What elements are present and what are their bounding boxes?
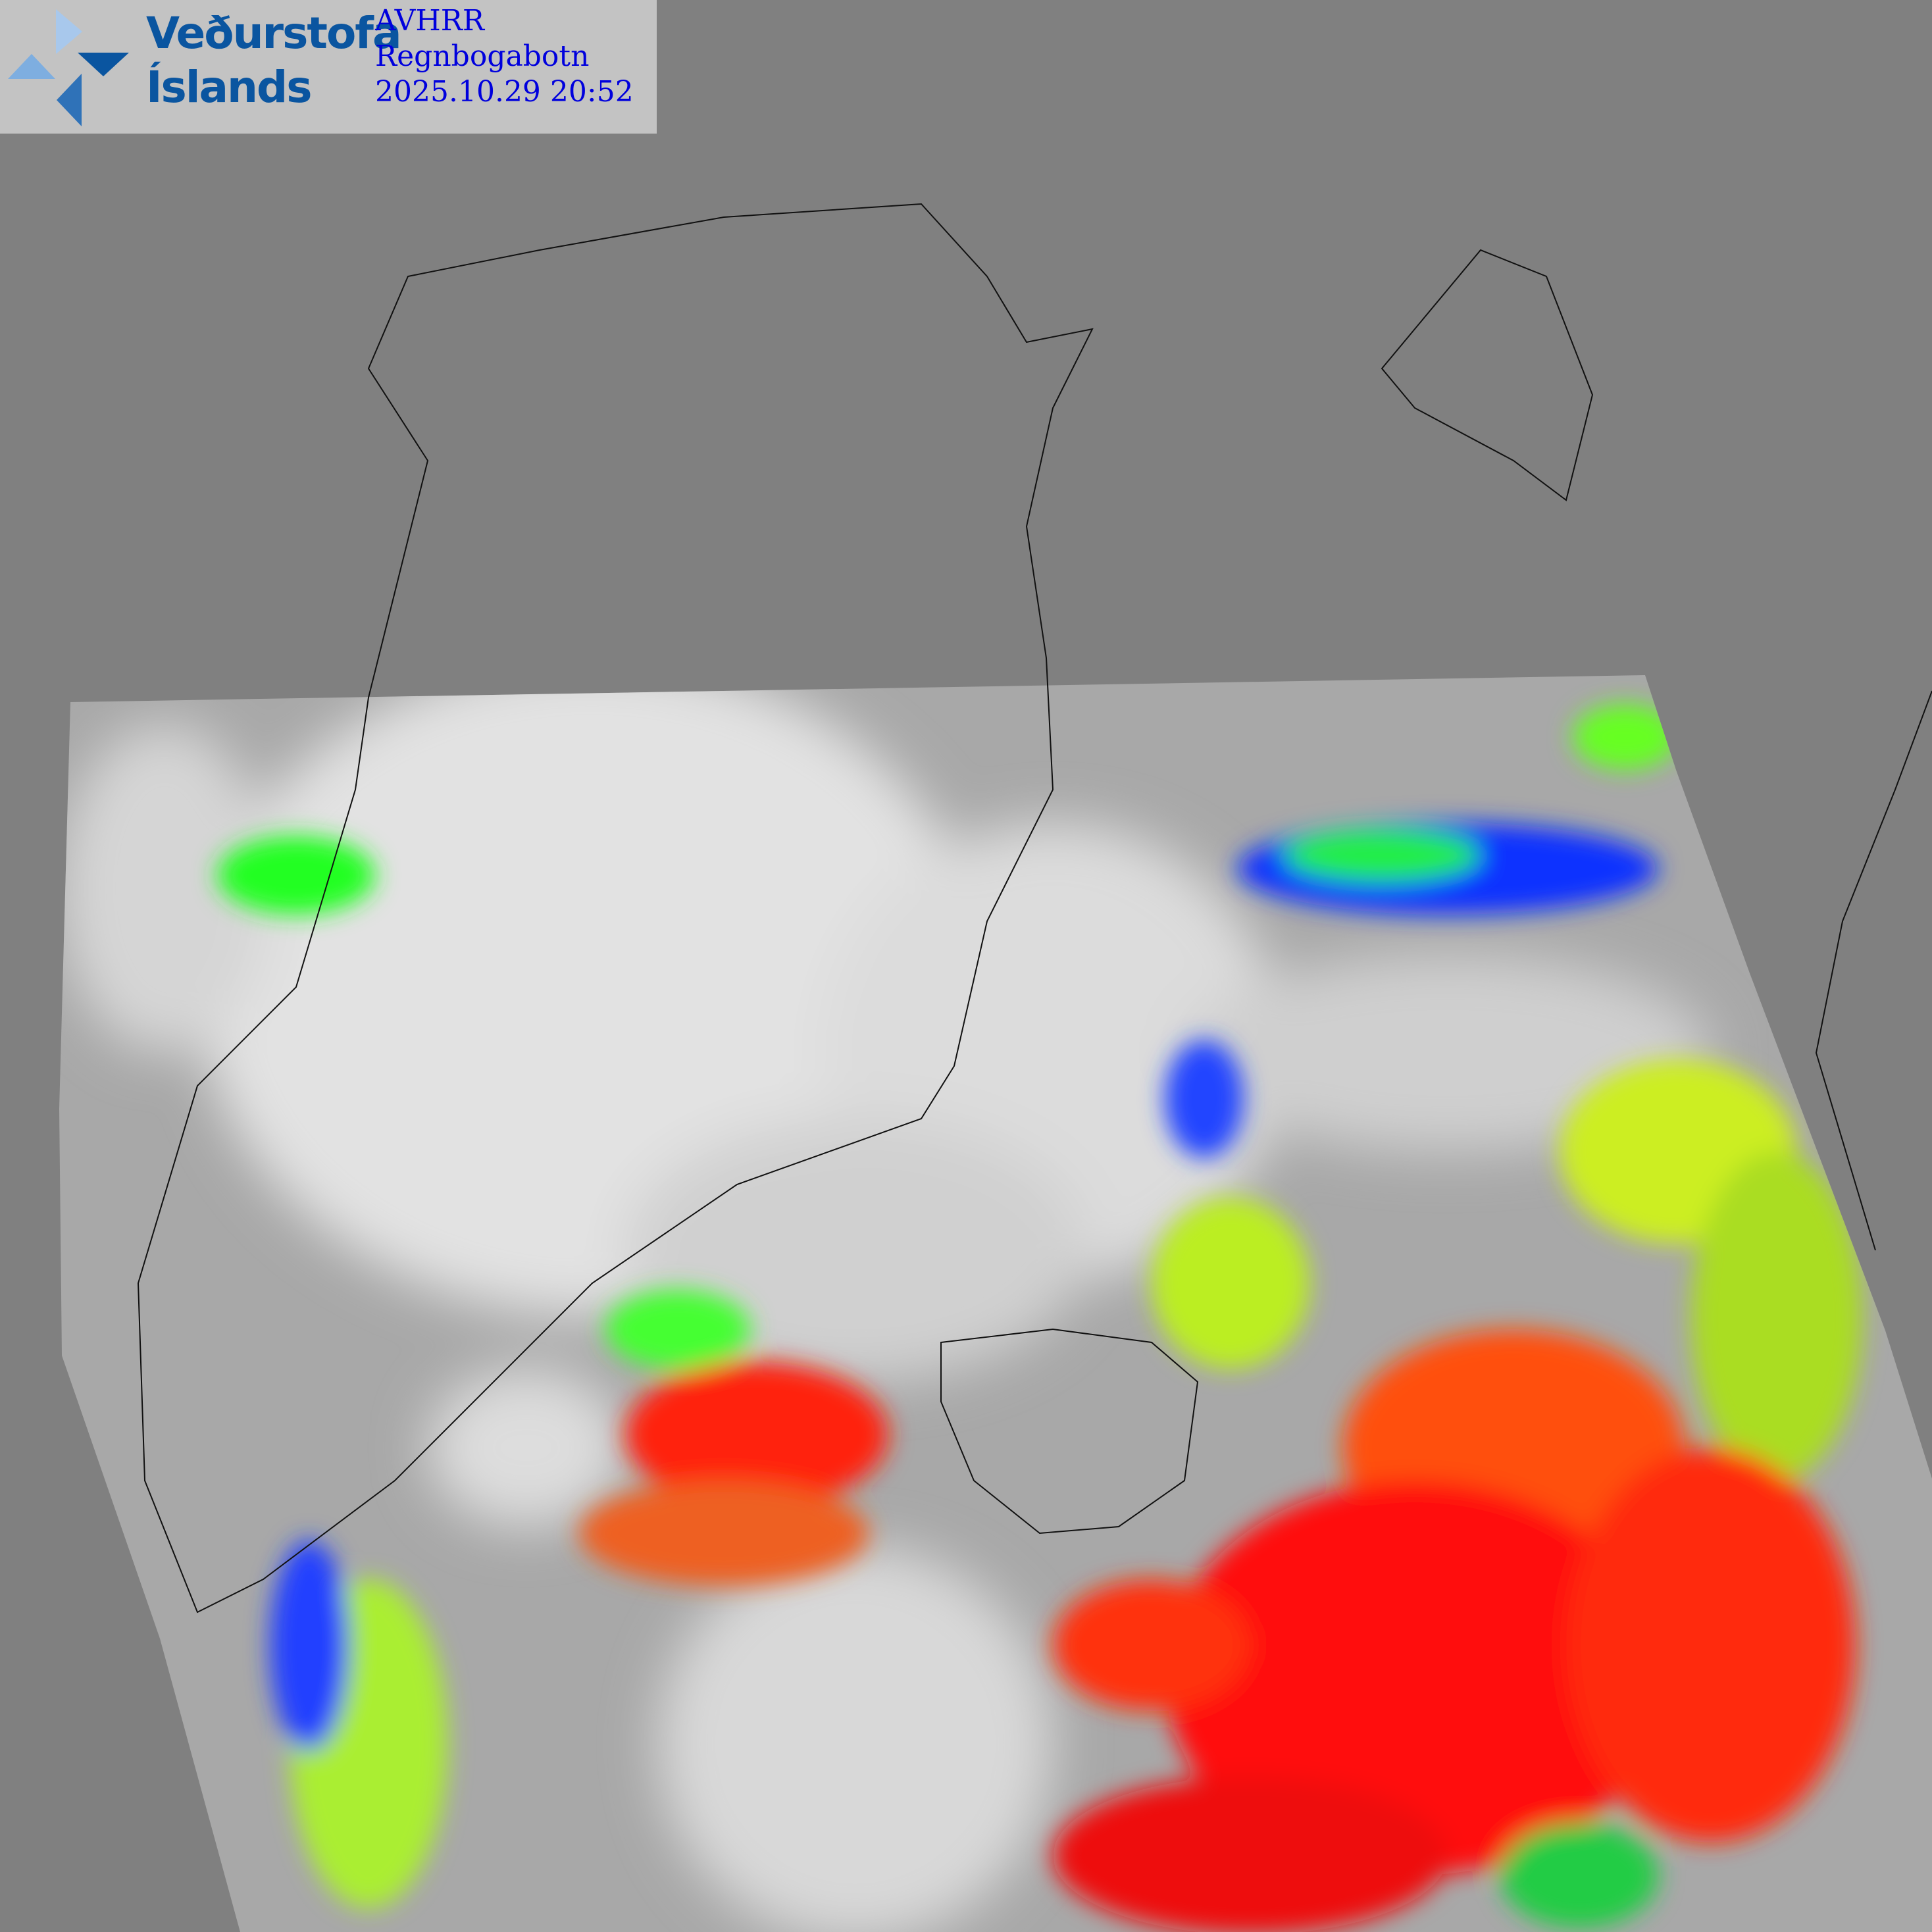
- vedurstofa-logo-icon: [8, 9, 129, 126]
- timestamp: 2025.10.29 20:52: [375, 75, 634, 109]
- coastlines: [137, 203, 1932, 1614]
- colored-cloud-regions: [217, 704, 1862, 1932]
- logo-text-line1: Veðurstofa: [146, 8, 402, 59]
- sensor-label: AVHRR: [375, 4, 484, 38]
- logo-text-line2: Íslands: [146, 62, 313, 113]
- swath-imagery: [59, 675, 1932, 1932]
- header-overlay: Veðurstofa Íslands AVHRR Regnbogabotn 20…: [0, 0, 657, 134]
- product-name: Regnbogabotn: [375, 39, 590, 73]
